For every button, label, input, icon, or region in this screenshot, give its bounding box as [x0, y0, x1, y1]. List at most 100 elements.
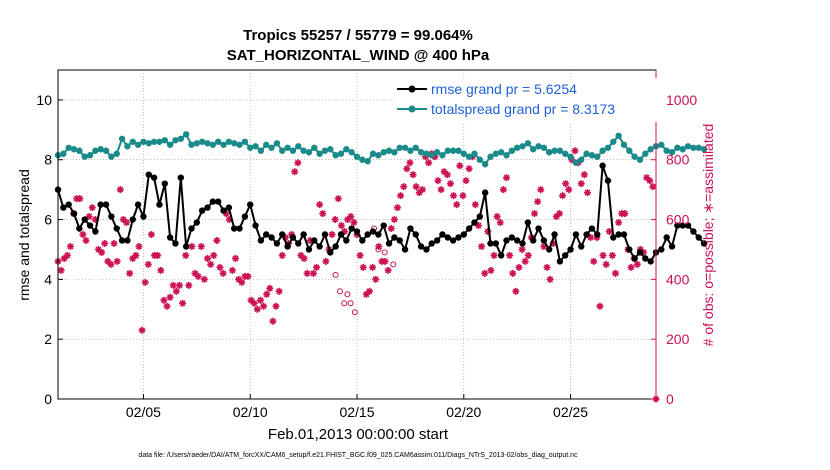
rmse-point — [300, 231, 307, 238]
spread-point — [417, 149, 425, 156]
obs-assimilated-dot — [520, 247, 524, 252]
obs-assimilated-marker — [580, 171, 588, 179]
spread-point — [492, 150, 500, 157]
obs-assimilated-marker — [612, 269, 620, 277]
obs-assimilated-marker — [194, 272, 202, 280]
obs-assimilated-dot — [336, 196, 341, 201]
obs-assimilated-dot — [361, 265, 366, 270]
obs-assimilated-marker — [197, 242, 205, 250]
y-axis-label-right: # of obs: o=possible; ∗=assimilated — [700, 124, 716, 347]
obs-assimilated-marker — [462, 177, 470, 185]
obs-assimilated-marker — [512, 287, 520, 295]
rmse-point — [380, 222, 387, 229]
obs-assimilated-marker — [107, 260, 115, 268]
x-tick-label: 02/20 — [446, 404, 481, 420]
obs-assimilated-dot — [127, 271, 132, 276]
obs-assimilated-dot — [320, 211, 325, 216]
obs-assimilated-marker — [646, 177, 654, 185]
obs-assimilated-dot — [495, 214, 499, 219]
rmse-point — [620, 231, 628, 238]
obs-assimilated-marker — [172, 287, 180, 295]
obs-assimilated-dot — [149, 232, 154, 237]
obs-assimilated-marker — [496, 219, 504, 227]
rmse-point — [209, 198, 217, 205]
obs-assimilated-marker — [294, 159, 302, 167]
rmse-point — [423, 246, 430, 253]
obs-possible-marker — [390, 261, 397, 268]
rmse-point — [305, 246, 313, 253]
spread-point — [327, 146, 334, 153]
obs-assimilated-dot — [464, 178, 468, 183]
rmse-point — [471, 219, 478, 226]
rmse-point — [391, 234, 398, 241]
spread-point — [204, 140, 211, 147]
obs-assimilated-dot — [68, 244, 73, 249]
obs-assimilated-marker — [101, 239, 109, 247]
spread-point — [241, 138, 249, 145]
obs-assimilated-dot — [647, 178, 652, 183]
spread-point — [449, 147, 457, 154]
rmse-point — [166, 234, 174, 241]
obs-assimilated-dot — [84, 238, 88, 243]
y-tick-label-right: 1000 — [666, 92, 697, 108]
rmse-point — [556, 258, 564, 265]
rmse-point — [562, 252, 569, 259]
obs-assimilated-dot — [255, 307, 260, 312]
obs-assimilated-marker — [126, 269, 134, 277]
obs-assimilated-marker — [147, 231, 155, 238]
obs-assimilated-dot — [560, 193, 565, 198]
obs-assimilated-dot — [314, 265, 319, 270]
rmse-point — [487, 240, 494, 247]
spread-point — [124, 143, 131, 150]
spread-point — [369, 150, 377, 157]
x-tick-label: 02/05 — [126, 404, 161, 420]
rmse-point — [369, 228, 377, 235]
obs-assimilated-dot — [137, 244, 141, 249]
obs-assimilated-dot — [165, 304, 169, 309]
obs-possible-marker — [381, 249, 388, 256]
obs-assimilated-marker — [583, 189, 591, 197]
spread-point — [145, 140, 152, 147]
obs-assimilated-marker — [166, 293, 174, 301]
spread-point — [690, 144, 697, 151]
obs-assimilated-marker — [272, 302, 280, 310]
obs-assimilated-dot — [218, 265, 222, 270]
rmse-point — [642, 255, 649, 262]
spread-point — [487, 153, 494, 160]
rmse-point — [279, 231, 286, 238]
obs-possible-marker — [344, 291, 351, 298]
obs-assimilated-dot — [155, 253, 160, 258]
obs-assimilated-marker — [531, 210, 539, 218]
rmse-point — [129, 216, 136, 223]
rmse-point — [455, 234, 462, 241]
obs-assimilated-dot — [588, 235, 593, 240]
x-tick-label: 02/10 — [233, 404, 268, 420]
rmse-point — [134, 201, 142, 208]
obs-assimilated-marker — [132, 251, 140, 259]
spread-point — [556, 147, 564, 154]
obs-assimilated-dot — [479, 244, 484, 249]
rmse-point — [348, 225, 355, 232]
rmse-point — [647, 258, 654, 265]
obs-assimilated-marker — [577, 180, 585, 188]
obs-assimilated-dot — [392, 217, 397, 222]
y-tick-label-right: 400 — [666, 271, 690, 287]
y-tick-label-left: 2 — [44, 331, 52, 347]
obs-assimilated-marker — [534, 198, 542, 206]
spread-point — [102, 147, 110, 154]
obs-assimilated-dot — [439, 187, 443, 192]
obs-assimilated-marker — [219, 269, 227, 277]
obs-assimilated-marker — [459, 192, 467, 200]
obs-assimilated-dot — [401, 184, 406, 189]
spread-point — [594, 153, 601, 160]
obs-assimilated-marker — [434, 177, 442, 185]
obs-assimilated-marker — [232, 254, 240, 262]
obs-assimilated-marker — [238, 278, 246, 286]
rmse-point — [417, 243, 425, 250]
obs-assimilated-dot — [591, 259, 596, 264]
legend-spread-label: totalspread grand pr = 8.3173 — [431, 101, 615, 117]
spread-point — [134, 141, 142, 148]
rmse-point — [150, 174, 158, 181]
obs-assimilated-marker — [160, 296, 168, 304]
